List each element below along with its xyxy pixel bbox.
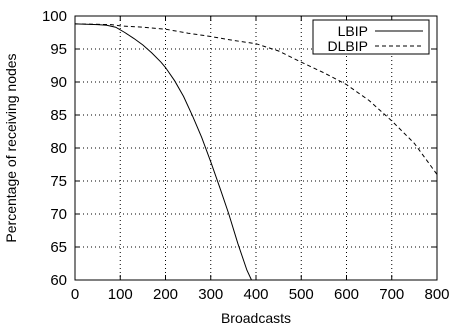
series-line-dlbip [74,23,438,175]
legend-label-dlbip: DLBIP [328,38,368,54]
x-tick-label: 700 [379,286,404,303]
y-tick-label: 70 [50,206,67,223]
x-tick-label: 600 [334,286,359,303]
y-tick-label: 100 [42,8,67,25]
y-tick-label: 60 [50,272,67,289]
y-tick-label: 65 [50,239,67,256]
legend-label-lbip: LBIP [338,23,368,39]
x-tick-label: 800 [424,286,449,303]
y-tick-label: 75 [50,173,67,190]
legend-box [312,19,430,55]
x-axis-label: Broadcasts [221,310,291,326]
y-tick-label: 80 [50,140,67,157]
y-tick-label: 90 [50,74,67,91]
x-tick-label: 100 [108,286,133,303]
y-tick-label: 85 [50,107,67,124]
x-tick-label: 500 [289,286,314,303]
x-tick-label: 200 [153,286,178,303]
y-axis-label: Percentage of receiving nodes [3,53,19,242]
x-tick-label: 0 [71,286,79,303]
x-tick-label: 400 [243,286,268,303]
y-tick-label: 95 [50,41,67,58]
series-layer [74,23,438,281]
ticks: 0 100 200 300 400 500 600 700 800 60 65 70 75 80 85 90 9… [42,8,450,303]
grid [75,16,437,280]
x-tick-label: 300 [198,286,223,303]
series-line-lbip [74,23,252,281]
